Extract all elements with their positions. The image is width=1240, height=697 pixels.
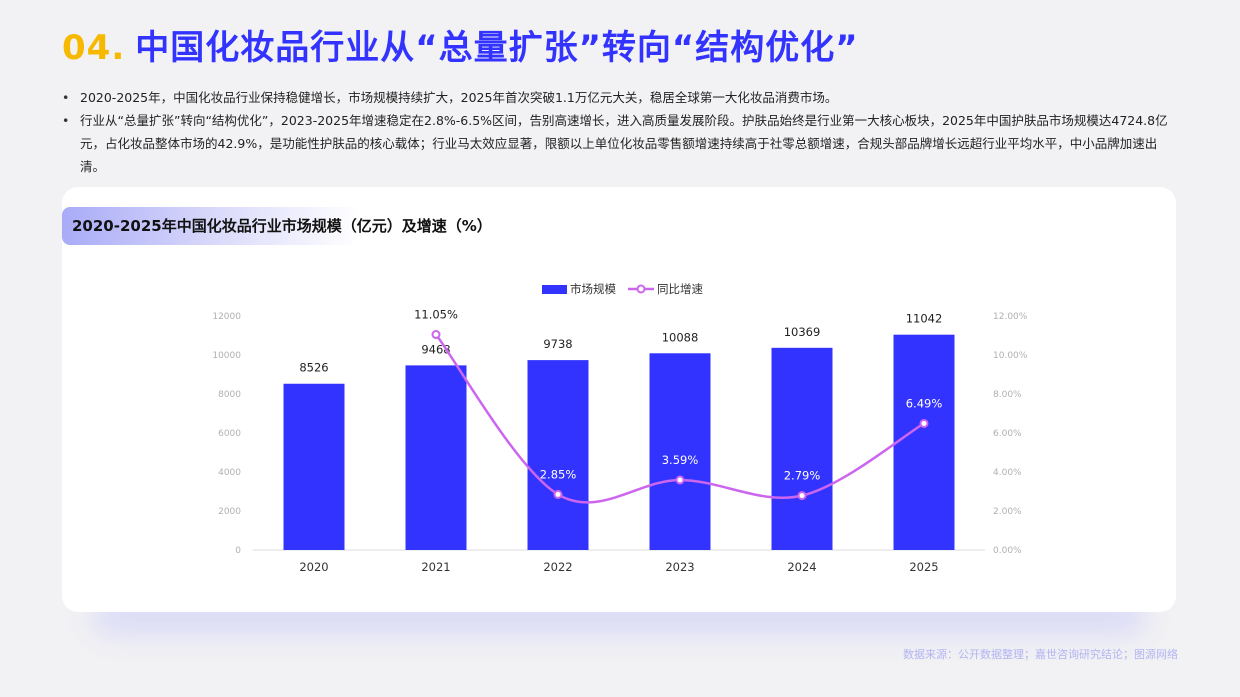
growth-rate-label: 2.85% <box>540 467 577 481</box>
bar-value-label: 11042 <box>906 312 943 326</box>
y-right-tick-label: 2.00% <box>993 507 1022 517</box>
y-left-tick-label: 0 <box>235 546 241 556</box>
y-left-tick-label: 6000 <box>218 429 241 439</box>
legend-swatch-bar <box>542 285 567 294</box>
y-right-tick-label: 10.00% <box>993 351 1028 361</box>
y-right-tick-label: 8.00% <box>993 390 1022 400</box>
y-right-tick-label: 0.00% <box>993 546 1022 556</box>
bar <box>771 347 833 550</box>
growth-rate-point <box>675 475 685 485</box>
y-left-tick-label: 10000 <box>212 351 241 361</box>
growth-rate-point <box>797 491 807 501</box>
y-left-tick-label: 2000 <box>218 507 241 517</box>
x-tick-label: 2020 <box>299 560 328 574</box>
growth-rate-label: 2.79% <box>784 469 821 483</box>
bar <box>893 334 955 550</box>
legend-label-bar: 市场规模 <box>570 282 616 296</box>
x-tick-label: 2025 <box>909 560 938 574</box>
growth-rate-label: 11.05% <box>414 308 458 322</box>
page-heading: 中国化妆品行业从“总量扩张”转向“结构优化” <box>135 28 859 68</box>
summary-list: 2020-2025年，中国化妆品行业保持稳健增长，市场规模持续扩大，2025年首… <box>62 86 1182 178</box>
growth-rate-point <box>919 418 929 428</box>
bar <box>405 365 467 550</box>
x-tick-label: 2022 <box>543 560 572 574</box>
bar-value-label: 8526 <box>299 361 328 375</box>
chart-card <box>62 187 1176 612</box>
growth-rate-label: 3.59% <box>662 453 699 467</box>
summary-bullet: 2020-2025年，中国化妆品行业保持稳健增长，市场规模持续扩大，2025年首… <box>62 86 1182 109</box>
x-tick-label: 2024 <box>787 560 816 574</box>
bar <box>527 360 589 550</box>
bar <box>649 353 711 550</box>
bar-value-label: 9738 <box>543 337 572 351</box>
x-tick-label: 2021 <box>421 560 450 574</box>
y-right-tick-label: 12.00% <box>993 312 1028 322</box>
growth-rate-point <box>553 489 563 499</box>
y-left-tick-label: 12000 <box>212 312 241 322</box>
growth-rate-label: 6.49% <box>906 396 943 410</box>
data-source-note: 数据来源：公开数据整理；嘉世咨询研究结论；图源网络 <box>903 648 1178 661</box>
bar-value-label: 10369 <box>784 325 821 339</box>
y-right-tick-label: 6.00% <box>993 429 1022 439</box>
section-number: 04. <box>62 28 126 68</box>
y-right-tick-label: 4.00% <box>993 468 1022 478</box>
legend-marker-line <box>636 284 646 294</box>
bar <box>283 383 345 550</box>
page-title: 04. 中国化妆品行业从“总量扩张”转向“结构优化” <box>62 20 859 69</box>
x-tick-label: 2023 <box>665 560 694 574</box>
legend-label-line: 同比增速 <box>657 282 703 296</box>
y-left-tick-label: 8000 <box>218 390 241 400</box>
growth-rate-line <box>435 333 925 504</box>
growth-rate-point <box>431 330 441 340</box>
bar-value-label: 10088 <box>662 330 699 344</box>
y-left-tick-label: 4000 <box>218 468 241 478</box>
summary-bullet: 行业从“总量扩张”转向“结构优化”，2023-2025年增速稳定在2.8%-6.… <box>62 109 1182 178</box>
